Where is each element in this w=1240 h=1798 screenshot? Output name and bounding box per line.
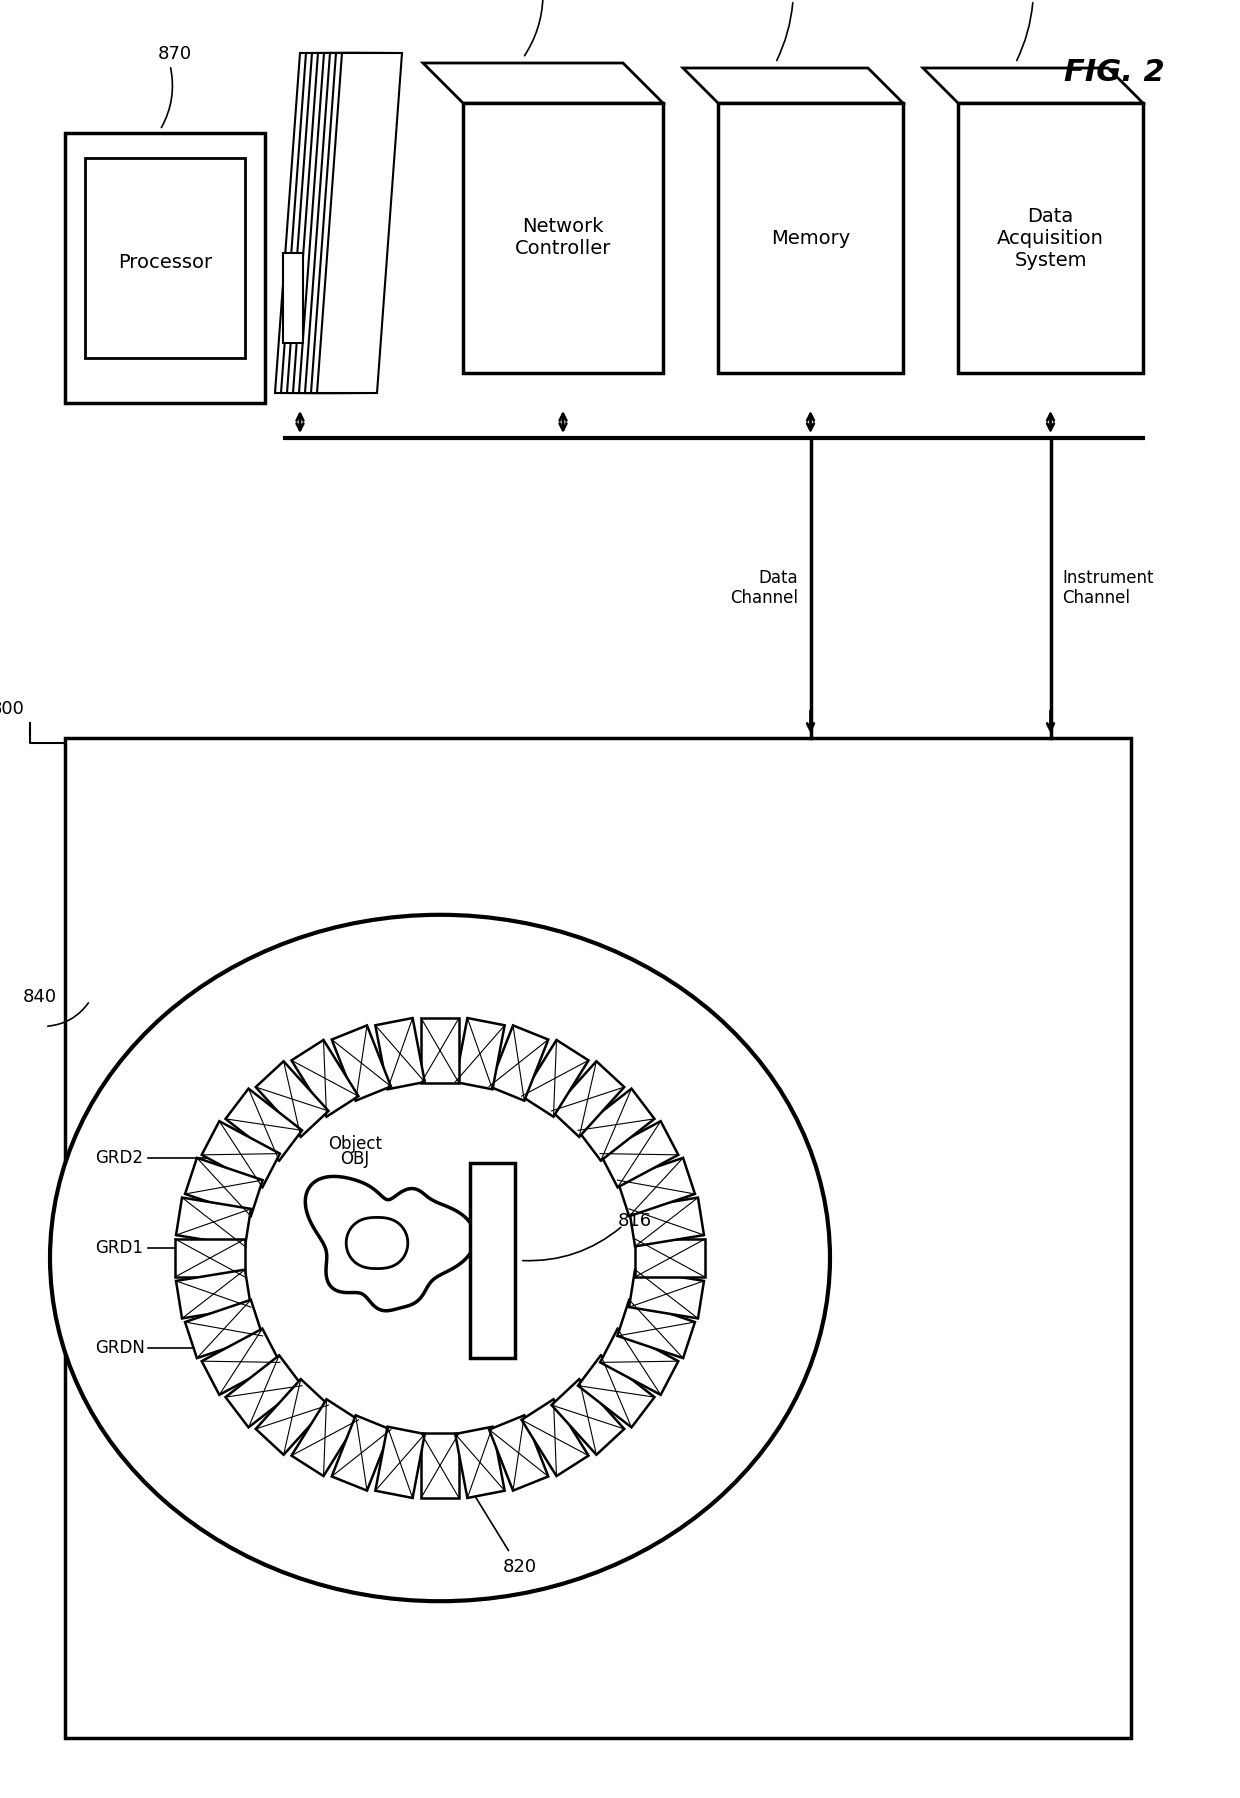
Polygon shape	[423, 63, 663, 102]
Polygon shape	[293, 52, 378, 394]
Text: 820: 820	[503, 1559, 537, 1577]
Polygon shape	[489, 1415, 548, 1491]
Polygon shape	[332, 1025, 391, 1100]
Polygon shape	[255, 1061, 329, 1136]
Polygon shape	[176, 1269, 250, 1318]
Polygon shape	[299, 52, 384, 394]
Text: Object: Object	[329, 1135, 382, 1153]
Polygon shape	[202, 1122, 280, 1187]
Polygon shape	[202, 1329, 280, 1395]
Text: OBJ: OBJ	[340, 1151, 370, 1169]
Bar	[959, 102, 1143, 372]
Polygon shape	[600, 1329, 678, 1395]
Polygon shape	[376, 1018, 425, 1090]
Bar	[463, 102, 663, 372]
Polygon shape	[275, 52, 360, 394]
Text: Network
Controller: Network Controller	[515, 218, 611, 259]
Bar	[64, 133, 265, 403]
Polygon shape	[291, 1039, 358, 1117]
Polygon shape	[618, 1158, 694, 1215]
Text: 816: 816	[618, 1212, 652, 1230]
Polygon shape	[317, 52, 402, 394]
Bar	[470, 1163, 515, 1357]
Polygon shape	[226, 1088, 303, 1162]
Text: Processor: Processor	[118, 254, 212, 273]
Text: Instrument
Channel: Instrument Channel	[1063, 568, 1154, 608]
Bar	[64, 737, 1131, 1739]
Polygon shape	[185, 1300, 263, 1357]
Polygon shape	[578, 1088, 655, 1162]
Polygon shape	[305, 52, 391, 394]
Polygon shape	[255, 1379, 329, 1455]
Bar	[86, 158, 246, 358]
Text: 840: 840	[22, 989, 57, 1007]
Text: 870: 870	[157, 45, 192, 63]
Text: GRDN: GRDN	[95, 1340, 145, 1357]
Polygon shape	[422, 1433, 459, 1498]
Polygon shape	[455, 1018, 505, 1090]
Text: Memory: Memory	[771, 228, 851, 248]
Text: FIG. 2: FIG. 2	[1064, 58, 1166, 86]
Bar	[283, 254, 303, 343]
Polygon shape	[422, 1018, 459, 1082]
Polygon shape	[578, 1356, 655, 1428]
Text: GRD2: GRD2	[95, 1149, 143, 1167]
Polygon shape	[291, 1399, 358, 1476]
Polygon shape	[311, 52, 396, 394]
Ellipse shape	[50, 915, 830, 1602]
Polygon shape	[683, 68, 903, 102]
Polygon shape	[635, 1239, 706, 1277]
Polygon shape	[455, 1426, 505, 1498]
Polygon shape	[176, 1197, 250, 1246]
Text: 800: 800	[0, 699, 25, 717]
Polygon shape	[629, 1197, 704, 1246]
Polygon shape	[600, 1122, 678, 1187]
Polygon shape	[489, 1025, 548, 1100]
Text: GRD1: GRD1	[95, 1239, 143, 1257]
Text: Data
Channel: Data Channel	[730, 568, 799, 608]
Bar	[718, 102, 903, 372]
Polygon shape	[629, 1269, 704, 1318]
Polygon shape	[281, 52, 366, 394]
Polygon shape	[923, 68, 1143, 102]
Polygon shape	[552, 1379, 624, 1455]
Polygon shape	[226, 1356, 303, 1428]
Text: Data
Acquisition
System: Data Acquisition System	[997, 207, 1104, 270]
Polygon shape	[286, 52, 372, 394]
Polygon shape	[332, 1415, 391, 1491]
Polygon shape	[185, 1158, 263, 1215]
Polygon shape	[618, 1300, 694, 1357]
Polygon shape	[522, 1399, 589, 1476]
Polygon shape	[376, 1426, 425, 1498]
Polygon shape	[175, 1239, 246, 1277]
Polygon shape	[522, 1039, 589, 1117]
Polygon shape	[552, 1061, 624, 1136]
